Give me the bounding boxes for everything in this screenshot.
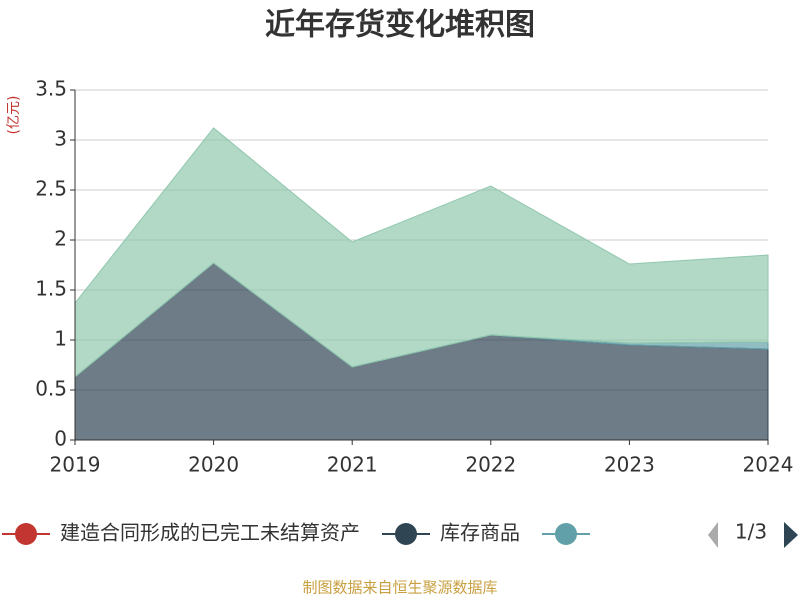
legend-label: 建造合同形成的已完工未结算资产	[60, 521, 360, 545]
legend-prev[interactable]	[708, 522, 718, 548]
y-tick-label: 1.5	[35, 277, 67, 301]
chart-title: 近年存货变化堆积图	[265, 8, 535, 43]
y-tick-label: 3.5	[35, 77, 67, 101]
legend-page: 1/3	[735, 520, 767, 544]
x-tick-label: 2024	[743, 453, 794, 477]
y-tick-label: 2.5	[35, 177, 67, 201]
x-tick-label: 2021	[327, 453, 378, 477]
y-tick-label: 0	[54, 427, 67, 451]
y-unit: (亿元)	[6, 96, 22, 135]
y-tick-label: 1	[54, 327, 67, 351]
legend-next[interactable]	[784, 522, 798, 548]
area	[74, 127, 769, 379]
legend-label: 库存商品	[440, 521, 520, 545]
legend-marker	[555, 523, 577, 545]
source-note: 制图数据来自恒生聚源数据库	[302, 579, 497, 597]
y-tick-label: 3	[54, 127, 67, 151]
legend-marker	[15, 523, 37, 545]
x-tick-label: 2019	[50, 453, 101, 477]
y-tick-label: 0.5	[35, 377, 67, 401]
x-tick-label: 2020	[188, 453, 239, 477]
x-tick-label: 2023	[604, 453, 655, 477]
y-tick-label: 2	[54, 227, 67, 251]
legend-marker	[395, 523, 417, 545]
x-tick-label: 2022	[465, 453, 516, 477]
